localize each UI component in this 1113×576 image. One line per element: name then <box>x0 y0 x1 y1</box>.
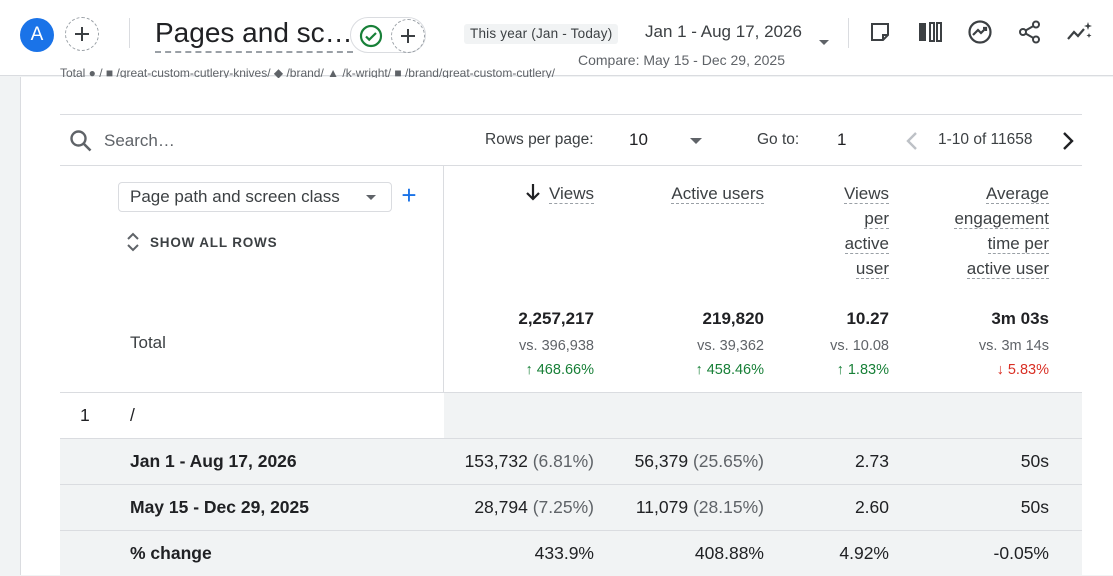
table-row: Jan 1 - Aug 17, 2026 153,732 (6.81%) 56,… <box>60 438 1082 484</box>
row-date-label: May 15 - Dec 29, 2025 <box>130 497 310 517</box>
avatar[interactable]: A <box>20 18 54 52</box>
goto-input[interactable]: 1 <box>837 130 847 149</box>
plus-icon <box>75 27 89 41</box>
views-per-user-cell: 4.92% <box>839 543 889 563</box>
views-cell: 153,732 (6.81%) <box>464 451 594 471</box>
views-per-user-cell: 2.73 <box>854 451 889 471</box>
date-range[interactable]: Jan 1 - Aug 17, 2026 <box>645 22 802 41</box>
arrow-down-icon <box>526 184 540 201</box>
add-comparison-button[interactable] <box>65 17 99 51</box>
total-change: ↑ 458.46% <box>695 362 764 378</box>
users-cell: 56,379 (25.65%) <box>634 451 764 471</box>
share-icon[interactable] <box>1016 18 1044 46</box>
table-row[interactable]: 1 / <box>60 392 1082 438</box>
compare-columns-icon[interactable] <box>916 18 944 46</box>
chevron-down-icon[interactable] <box>819 40 829 45</box>
show-all-rows-label: SHOW ALL ROWS <box>150 234 278 250</box>
sparkle-insights-icon[interactable] <box>1066 18 1094 46</box>
chart-legend: Total ● / ■ /great-custom-cutlery-knives… <box>60 66 556 78</box>
plus-icon <box>401 29 415 43</box>
top-bar: A Pages and sc… This year (Jan - Today) … <box>0 0 1113 76</box>
users-cell: 11,079 (28.15%) <box>635 497 764 517</box>
pagination-label: 1-10 of 11658 <box>938 131 1033 148</box>
row-index: 1 <box>80 405 90 425</box>
users-cell: 408.88% <box>694 543 764 563</box>
chevron-right-icon[interactable] <box>1056 129 1078 153</box>
add-dimension-button[interactable]: + <box>401 180 417 210</box>
insights-icon[interactable] <box>966 18 994 46</box>
check-circle-icon[interactable] <box>359 24 383 48</box>
compare-range[interactable]: Compare: May 15 - Dec 29, 2025 <box>578 52 785 68</box>
search-icon <box>70 130 92 152</box>
total-change: ↓ 5.83% <box>996 362 1049 378</box>
total-compare: vs. 10.08 <box>830 338 889 354</box>
total-value: 2,257,217 <box>518 309 594 328</box>
total-compare: vs. 3m 14s <box>978 338 1049 354</box>
dimension-select[interactable]: Page path and screen class <box>118 182 392 212</box>
row-fill <box>444 393 1082 438</box>
total-compare: vs. 396,938 <box>519 338 594 354</box>
views-cell: 28,794 (7.25%) <box>474 497 594 517</box>
column-header-engagement-time[interactable]: Average engagement time per active user <box>954 184 1049 279</box>
goto-label: Go to: <box>757 131 800 148</box>
column-header-active-users[interactable]: Active users <box>671 184 764 204</box>
add-filter-button[interactable] <box>391 19 425 53</box>
search-input[interactable] <box>104 129 384 153</box>
engagement-cell: 50s <box>1020 451 1049 471</box>
chevron-down-icon[interactable] <box>690 138 702 144</box>
date-preset-chip[interactable]: This year (Jan - Today) <box>464 24 619 44</box>
total-value: 3m 03s <box>991 309 1049 328</box>
total-label: Total <box>130 333 166 352</box>
table-row: % change 433.9% 408.88% 4.92% -0.05% <box>60 530 1082 576</box>
divider <box>848 18 849 48</box>
row-date-label: Jan 1 - Aug 17, 2026 <box>130 451 297 471</box>
customize-report-icon[interactable] <box>866 18 894 46</box>
total-value: 219,820 <box>702 309 764 328</box>
total-compare: vs. 39,362 <box>697 338 764 354</box>
column-header-views-per-user[interactable]: Views per active user <box>843 184 889 279</box>
column-header-views[interactable]: Views <box>525 181 594 206</box>
chevron-left-icon[interactable] <box>902 129 924 153</box>
engagement-cell: 50s <box>1020 497 1049 517</box>
unfold-icon <box>127 232 139 252</box>
total-change: ↑ 1.83% <box>836 362 889 378</box>
total-change: ↑ 468.66% <box>525 362 594 378</box>
column-divider <box>443 166 444 575</box>
row-path[interactable]: / <box>130 405 135 425</box>
table-row: May 15 - Dec 29, 2025 28,794 (7.25%) 11,… <box>60 484 1082 530</box>
dimension-label: Page path and screen class <box>130 187 340 206</box>
total-value: 10.27 <box>846 309 889 328</box>
views-cell: 433.9% <box>534 543 594 563</box>
views-per-user-cell: 2.60 <box>854 497 889 517</box>
divider <box>129 18 130 48</box>
show-all-rows-button[interactable]: SHOW ALL ROWS <box>126 232 277 252</box>
page-title[interactable]: Pages and sc… <box>155 16 353 53</box>
rows-per-page-select[interactable]: 10 <box>629 130 648 149</box>
rows-per-page-label: Rows per page: <box>485 131 594 148</box>
row-change-label: % change <box>130 543 212 563</box>
table-toolbar: Rows per page: 10 Go to: 1 1-10 of 11658 <box>60 114 1082 166</box>
engagement-cell: -0.05% <box>993 543 1049 563</box>
title-actions <box>350 17 426 53</box>
chevron-down-icon <box>366 195 376 200</box>
